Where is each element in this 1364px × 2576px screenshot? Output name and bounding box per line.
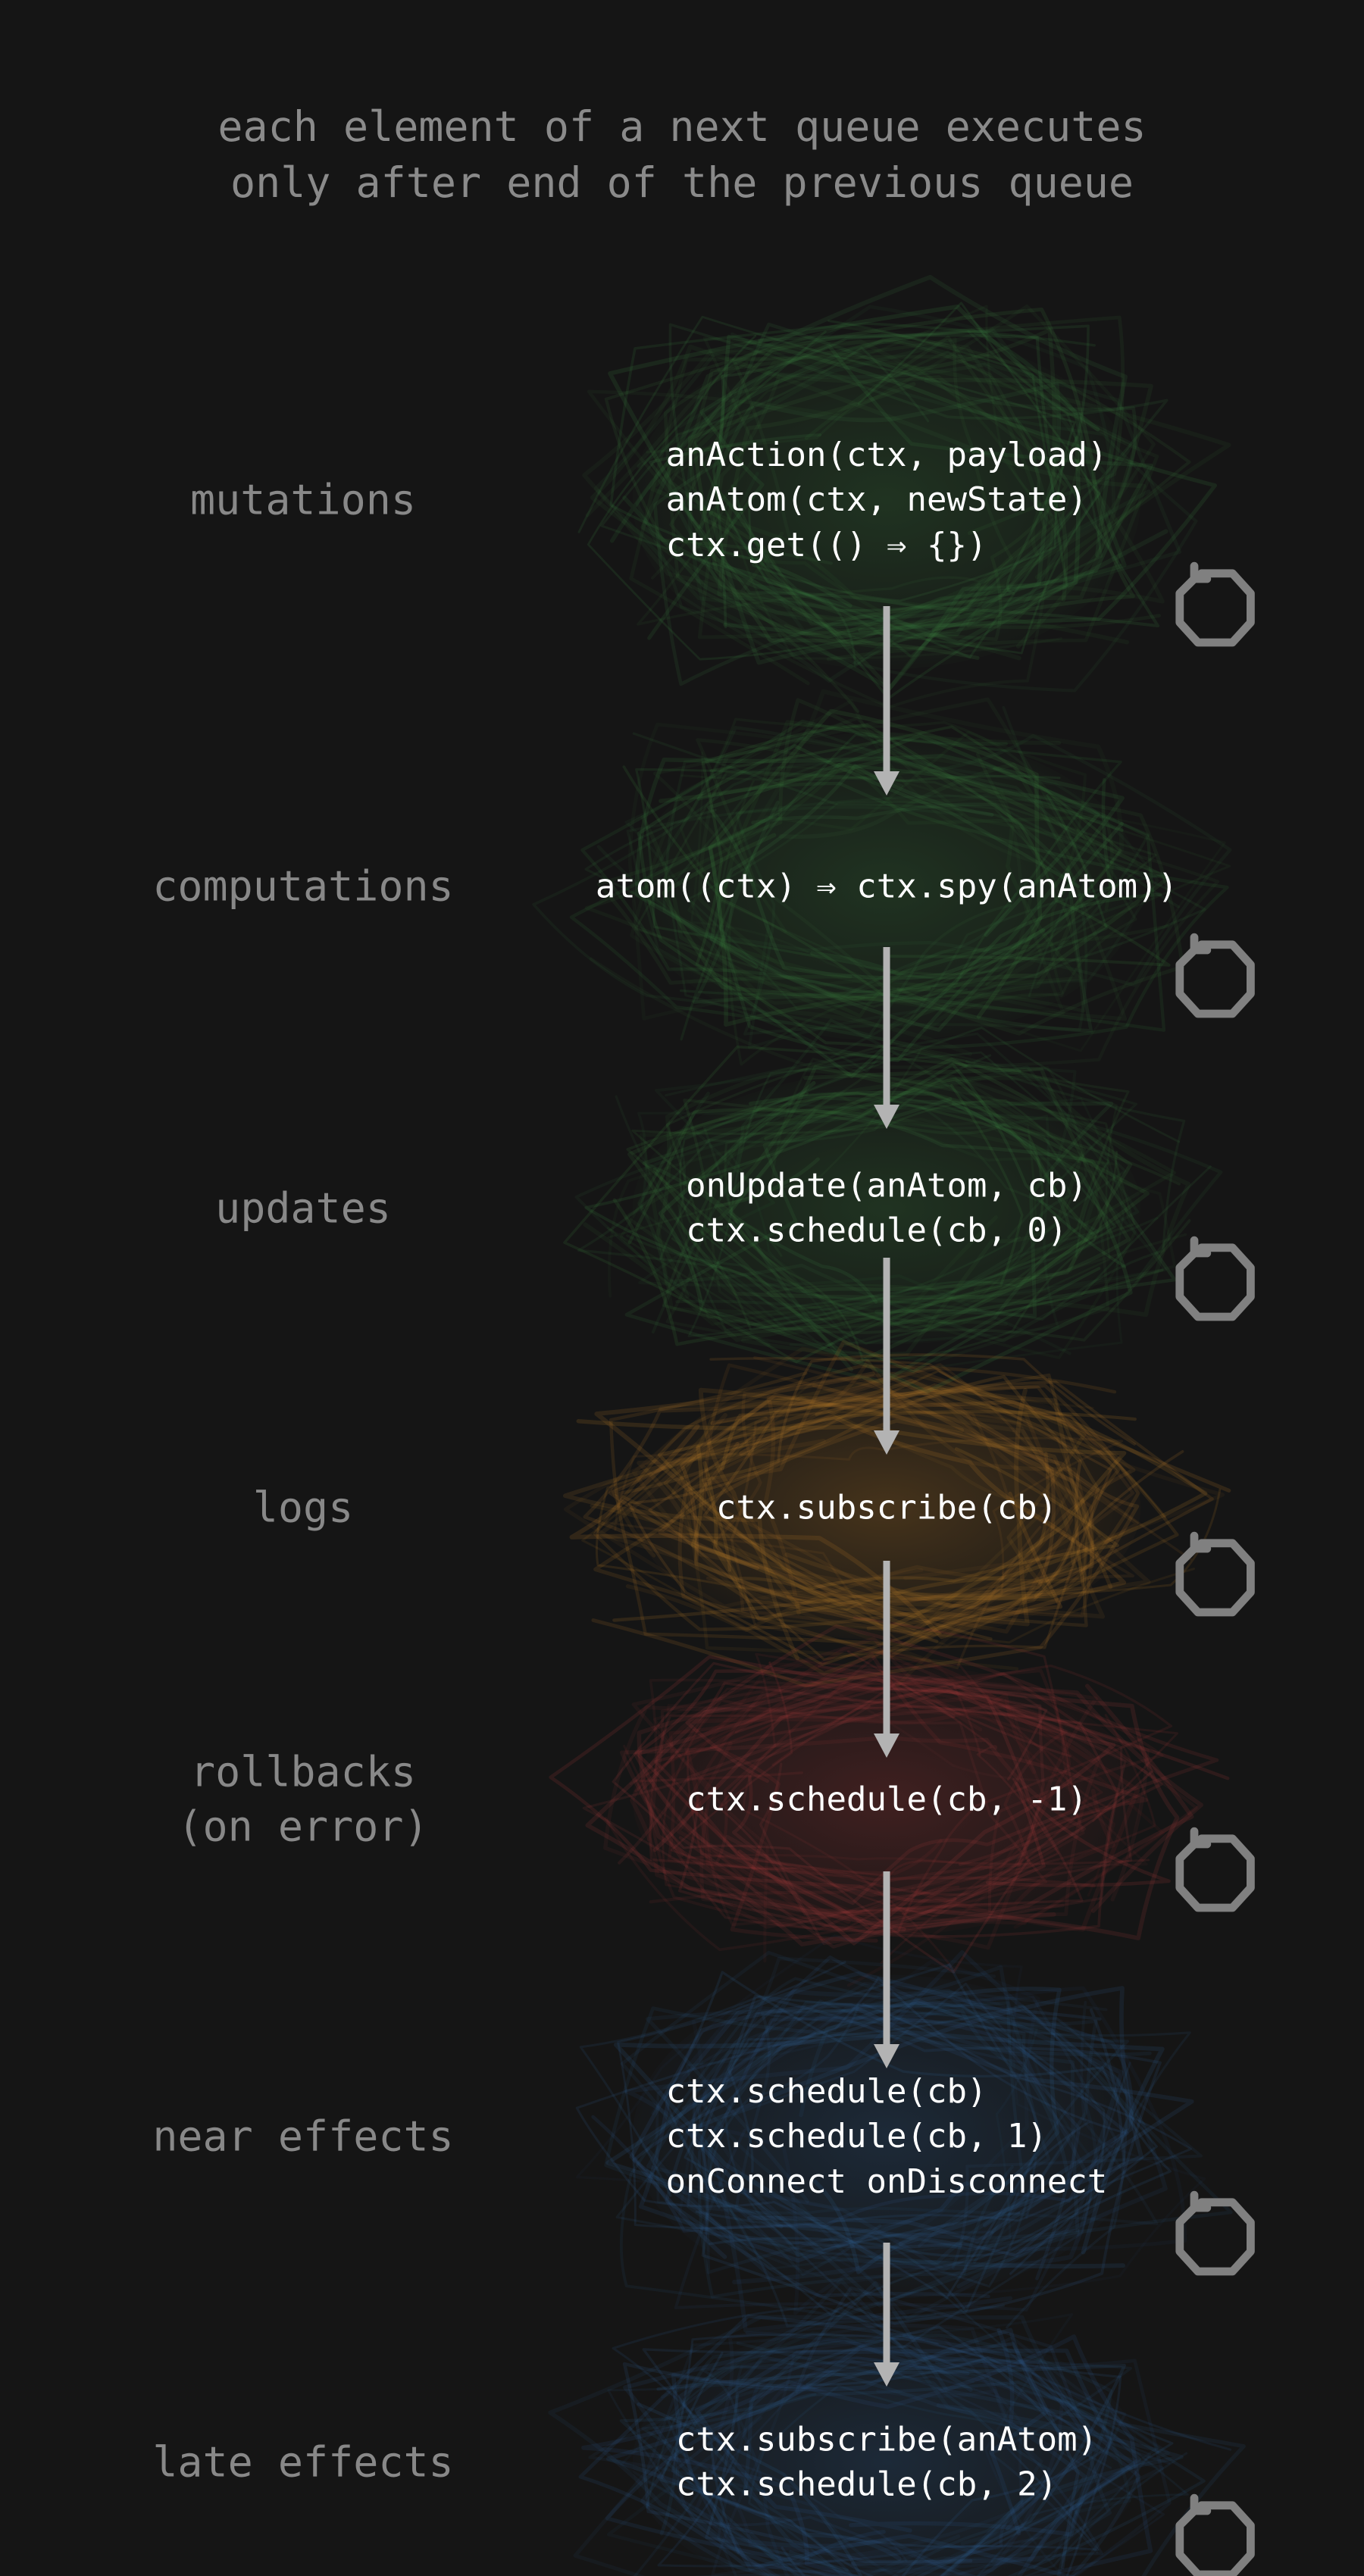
stage-code-computations: atom((ctx) ⇒ ctx.spy(anAtom)): [596, 864, 1178, 908]
loop-icon: [1167, 561, 1258, 652]
diagram-header: each element of a next queue executes on…: [0, 98, 1364, 211]
stage-code-logs: ctx.subscribe(cb): [716, 1485, 1057, 1530]
loop-icon: [1167, 932, 1258, 1023]
loop-icon: [1167, 1235, 1258, 1326]
stage-label-updates: updates: [91, 1181, 515, 1236]
arrow-rollbacks-to-near-effects: [868, 1871, 906, 2068]
loop-icon: [1167, 1530, 1258, 1621]
stage-label-rollbacks: rollbacks (on error): [91, 1746, 515, 1854]
stage-label-late-effects: late effects: [91, 2435, 515, 2490]
stage-late-effects: late effects ctx.subscribe(anAtom) ctx.sc…: [0, 2318, 1364, 2576]
stage-label-mutations: mutations: [91, 473, 515, 527]
stage-logs: logs ctx.subscribe(cb): [0, 1371, 1364, 1644]
diagram-canvas: each element of a next queue executes on…: [0, 0, 1364, 2576]
stage-code-near-effects: ctx.schedule(cb) ctx.schedule(cb, 1) onC…: [666, 2069, 1108, 2204]
arrow-near-effects-to-late-effects: [868, 2243, 906, 2387]
arrow-computations-to-updates: [868, 947, 906, 1129]
arrow-logs-to-rollbacks: [868, 1561, 906, 1758]
header-line1: each element of a next queue executes: [0, 98, 1364, 155]
stage-code-updates: onUpdate(anAtom, cb) ctx.schedule(cb, 0): [686, 1164, 1087, 1254]
stage-mutations: mutations anAction(ctx, payload) anAtom(c…: [0, 326, 1364, 674]
stage-label-logs: logs: [91, 1480, 515, 1535]
loop-icon: [1167, 2190, 1258, 2281]
arrow-updates-to-logs: [868, 1258, 906, 1455]
stage-updates: updates onUpdate(anAtom, cb) ctx.schedule…: [0, 1068, 1364, 1349]
stage-near-effects: near effects ctx.schedule(cb) ctx.schedul…: [0, 1970, 1364, 2303]
stage-rollbacks: rollbacks (on error) ctx.schedule(cb, -1): [0, 1659, 1364, 1940]
stage-code-mutations: anAction(ctx, payload) anAtom(ctx, newSt…: [666, 433, 1108, 567]
stage-label-near-effects: near effects: [91, 2109, 515, 2164]
stage-label-computations: computations: [91, 859, 515, 914]
loop-icon: [1167, 1826, 1258, 1917]
arrow-mutations-to-computations: [868, 606, 906, 796]
loop-icon: [1167, 2493, 1258, 2576]
stage-computations: computations atom((ctx) ⇒ ctx.spy(anAtom)…: [0, 727, 1364, 1046]
header-line2: only after end of the previous queue: [0, 155, 1364, 211]
stage-code-rollbacks: ctx.schedule(cb, -1): [686, 1777, 1087, 1821]
stage-code-late-effects: ctx.subscribe(anAtom) ctx.schedule(cb, 2…: [676, 2418, 1097, 2508]
